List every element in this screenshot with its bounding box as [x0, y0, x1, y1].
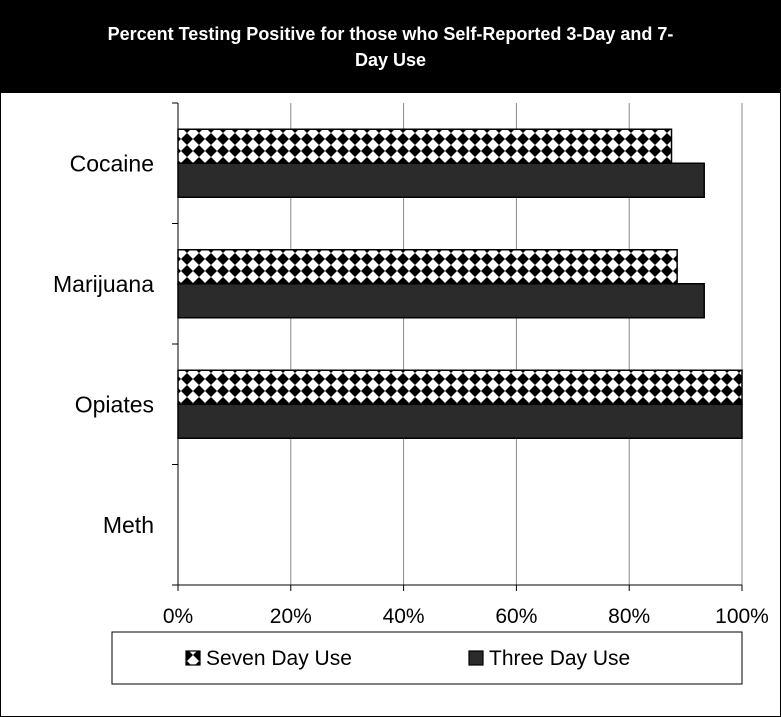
legend-swatch [185, 650, 201, 666]
category-label: Marijuana [53, 271, 154, 297]
x-tick-label: 100% [715, 605, 769, 628]
chart-title-line-1: Percent Testing Positive for those who S… [107, 24, 674, 44]
legend-label: Three Day Use [489, 647, 630, 670]
bar-three-day-use-cocaine [177, 162, 705, 198]
category-label: Meth [103, 512, 154, 538]
bar-seven-day-use-marijuana [177, 249, 678, 285]
category-label: Cocaine [70, 150, 154, 176]
chart-title: Percent Testing Positive for those who S… [11, 21, 771, 73]
x-tick-label: 60% [495, 605, 537, 628]
legend-swatch [468, 650, 484, 666]
legend-box [111, 631, 743, 685]
chart-title-line-2: Day Use [354, 50, 427, 70]
chart-title-bar: Percent Testing Positive for those who S… [1, 1, 780, 93]
x-tick-label: 20% [270, 605, 312, 628]
bar-three-day-use-marijuana [177, 283, 705, 319]
x-tick-label: 0% [163, 605, 193, 628]
bar-seven-day-use-cocaine [177, 128, 673, 164]
category-label: Opiates [75, 391, 154, 417]
x-tick-label: 80% [608, 605, 650, 628]
x-tick-label: 40% [383, 605, 425, 628]
legend-label: Seven Day Use [206, 647, 352, 670]
bar-seven-day-use-opiates [177, 369, 743, 405]
bar-three-day-use-opiates [177, 403, 743, 439]
